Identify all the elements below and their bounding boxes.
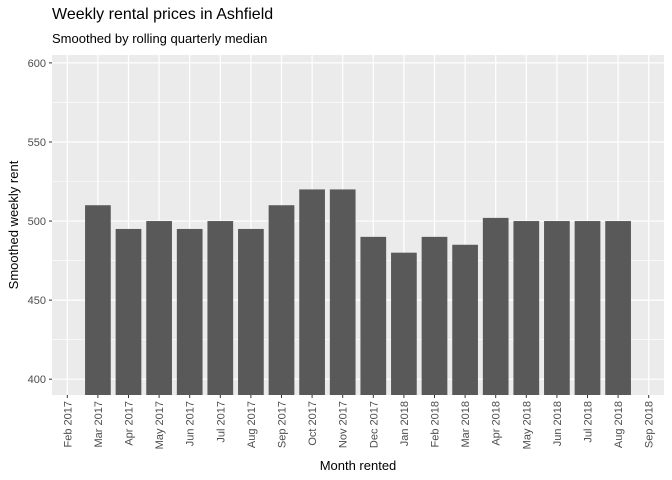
x-tick-label: Feb 2017 xyxy=(62,401,74,447)
bar-apr-2018 xyxy=(482,217,509,395)
x-tick-label: May 2018 xyxy=(521,401,533,449)
bar-jun-2018 xyxy=(544,221,570,395)
bar-oct-2017 xyxy=(299,189,325,395)
x-tick-label: Mar 2017 xyxy=(93,401,105,447)
chart-title: Weekly rental prices in Ashfield xyxy=(52,6,274,23)
bar-apr-2017 xyxy=(115,228,142,395)
bar-feb-2018 xyxy=(421,236,448,395)
bar-may-2017 xyxy=(146,221,172,395)
x-tick-label: Aug 2017 xyxy=(246,401,258,448)
x-tick-label: Sep 2018 xyxy=(644,401,656,448)
bar-jul-2017 xyxy=(207,221,234,395)
x-tick-label: Dec 2017 xyxy=(368,401,380,448)
bar-sep-2017 xyxy=(268,205,295,395)
x-tick-label: Apr 2017 xyxy=(124,401,136,446)
x-tick-label: Oct 2017 xyxy=(307,401,319,446)
bar-aug-2017 xyxy=(238,228,264,395)
x-tick-label: Jan 2018 xyxy=(399,401,411,446)
bar-aug-2018 xyxy=(605,221,631,395)
x-tick-label: Aug 2018 xyxy=(613,401,625,448)
x-tick-label: Nov 2017 xyxy=(338,401,350,448)
y-tick-label: 550 xyxy=(28,137,46,149)
x-tick-label: Jun 2018 xyxy=(552,401,564,446)
x-tick-label: Jun 2017 xyxy=(185,401,197,446)
bar-jul-2018 xyxy=(574,221,601,395)
bar-jun-2017 xyxy=(176,228,203,395)
x-axis-title: Month rented xyxy=(320,458,397,473)
x-tick-label: Sep 2017 xyxy=(277,401,289,448)
bar-jan-2018 xyxy=(391,252,417,395)
y-tick-label: 400 xyxy=(28,374,46,386)
bar-nov-2017 xyxy=(329,189,356,395)
chart-subtitle: Smoothed by rolling quarterly median xyxy=(52,31,268,46)
y-tick-label: 450 xyxy=(28,295,46,307)
x-tick-label: May 2017 xyxy=(154,401,166,449)
x-tick-label: Jul 2018 xyxy=(583,401,595,443)
y-axis-title: Smoothed weekly rent xyxy=(6,160,21,289)
x-tick-label: Jul 2017 xyxy=(215,401,227,443)
bar-may-2018 xyxy=(513,221,540,395)
y-tick-label: 500 xyxy=(28,216,46,228)
bar-dec-2017 xyxy=(360,236,387,395)
bar-mar-2018 xyxy=(452,244,478,395)
x-tick-label: Apr 2018 xyxy=(491,401,503,446)
panel-background xyxy=(52,55,664,395)
x-tick-label: Mar 2018 xyxy=(460,401,472,447)
bar-mar-2017 xyxy=(85,205,111,395)
x-tick-label: Feb 2018 xyxy=(430,401,442,447)
y-tick-label: 600 xyxy=(28,58,46,70)
